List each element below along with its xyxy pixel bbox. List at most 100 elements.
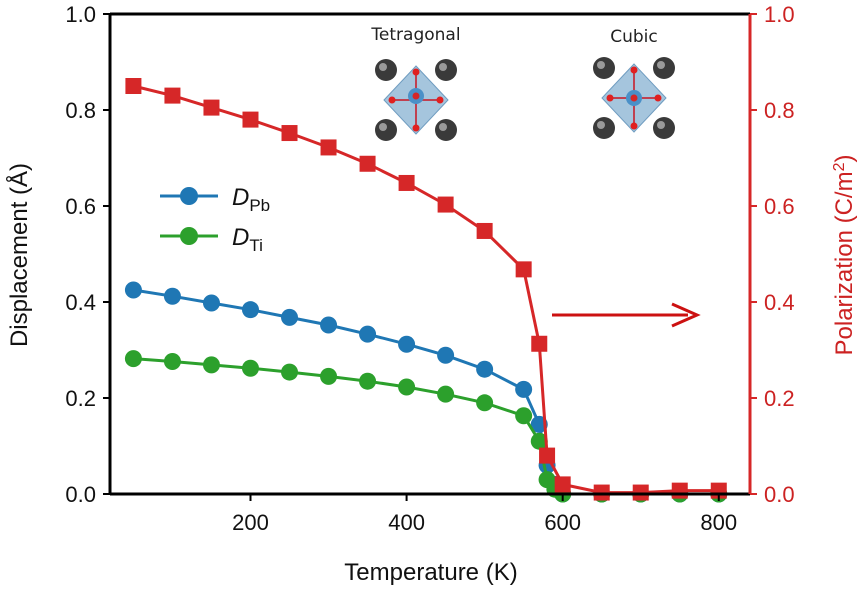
y-left-tick-label: 0.4 (65, 290, 96, 315)
legend-label-sub: Pb (249, 196, 270, 215)
o-atom (654, 94, 662, 102)
o-atom (630, 122, 638, 130)
data-point (530, 432, 548, 450)
data-point (515, 380, 533, 398)
data-point (398, 378, 416, 396)
pb-atom (653, 117, 675, 139)
x-tick-label: 400 (388, 510, 425, 535)
y-left-tick-label: 1.0 (65, 2, 96, 27)
data-point (164, 87, 181, 104)
data-point (554, 476, 571, 493)
data-point (241, 359, 259, 377)
data-point (320, 367, 338, 385)
legend-label-main: D (232, 224, 249, 251)
y-right-tick-label: 0.2 (764, 386, 795, 411)
data-point (202, 294, 220, 312)
pb-atom (593, 57, 615, 79)
data-point (476, 222, 493, 239)
data-point (320, 316, 338, 334)
data-point (203, 99, 220, 116)
y-right-tick-label: 0.0 (764, 482, 795, 507)
o-atom (412, 124, 420, 132)
series-1 (124, 350, 728, 503)
data-point (531, 335, 548, 352)
o-atom (388, 96, 396, 104)
data-point (437, 346, 455, 364)
y-right-axis-title-main: Polarization (C/m (831, 171, 858, 355)
legend-item: DTi (160, 224, 263, 255)
cubic-structure (593, 57, 675, 139)
data-point (359, 155, 376, 172)
pb-atom (435, 59, 457, 81)
pb-atom-highlight (657, 61, 665, 69)
data-point (515, 407, 533, 425)
series-layer (124, 78, 728, 503)
pb-atom-highlight (439, 63, 447, 71)
data-point (476, 394, 494, 412)
pb-atom (653, 57, 675, 79)
data-point (241, 301, 259, 319)
axes-layer (108, 12, 752, 496)
pb-atom (435, 119, 457, 141)
y-right-axis-title-close: ) (831, 155, 858, 163)
pb-atom-highlight (439, 123, 447, 131)
y-right-axis-title-sup: 2 (831, 162, 848, 171)
o-atom (606, 94, 614, 102)
cubic-label: Cubic (610, 27, 658, 47)
x-axis-title: Temperature (K) (344, 559, 517, 586)
data-point (359, 325, 377, 343)
y-left-tick-label: 0.0 (65, 482, 96, 507)
data-point (124, 281, 142, 299)
data-point (163, 353, 181, 371)
annotations: Tetragonal Cubic (370, 25, 701, 328)
data-point (515, 261, 532, 278)
tetragonal-label: Tetragonal (370, 25, 460, 45)
arrow-head (671, 302, 701, 328)
legend-label: DPb (232, 184, 270, 215)
data-point (281, 308, 299, 326)
o-atom (630, 66, 638, 74)
ticks-layer: 200 400 600 800 0.0 0.2 0.4 0.6 0.8 1.0 0.0 0.2 0.4 0… (65, 2, 794, 535)
data-point (281, 125, 298, 142)
legend-label: DTi (232, 224, 263, 255)
pb-atom (375, 59, 397, 81)
pb-atom (593, 117, 615, 139)
x-tick-label: 800 (700, 510, 737, 535)
data-point (359, 372, 377, 390)
data-point (242, 111, 259, 128)
data-point (398, 335, 416, 353)
right-axis-arrow (552, 302, 701, 328)
data-point (163, 287, 181, 305)
y-left-tick-label: 0.8 (65, 98, 96, 123)
pb-atom-highlight (379, 63, 387, 71)
x-tick-label: 600 (544, 510, 581, 535)
data-point (125, 78, 142, 94)
data-point (539, 447, 556, 464)
y-right-tick-label: 1.0 (764, 2, 795, 27)
y-right-tick-label: 0.4 (764, 290, 795, 315)
series-line-1 (133, 357, 719, 496)
pb-atom-highlight (597, 61, 605, 69)
pb-atom-highlight (597, 121, 605, 129)
ti-core (412, 92, 420, 100)
y-right-tick-label: 0.6 (764, 194, 795, 219)
pb-atom (375, 119, 397, 141)
data-point (671, 482, 688, 499)
legend-label-sub: Ti (249, 236, 263, 255)
series-line-2 (133, 84, 719, 495)
legend-label-main: D (232, 184, 249, 211)
o-atom (412, 68, 420, 76)
data-point (437, 385, 455, 403)
y-left-tick-label: 0.2 (65, 386, 96, 411)
x-tick-label: 200 (232, 510, 269, 535)
y-left-axis-title: Displacement (Å) (5, 163, 33, 347)
data-point (437, 196, 454, 213)
data-point (124, 350, 142, 368)
y-left-tick-label: 0.6 (65, 194, 96, 219)
data-point (320, 139, 337, 156)
tetragonal-structure (375, 59, 457, 141)
y-right-tick-label: 0.8 (764, 98, 795, 123)
legend-marker (180, 187, 198, 205)
